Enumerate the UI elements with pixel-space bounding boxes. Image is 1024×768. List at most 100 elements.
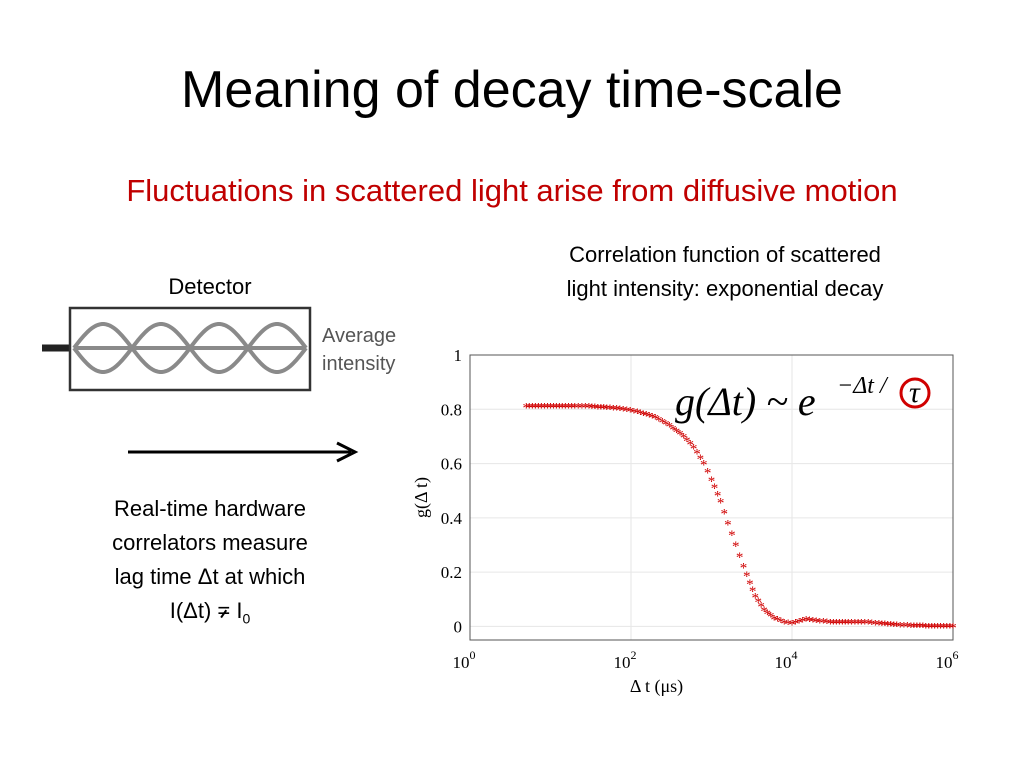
realtime-subscript: 0	[242, 610, 251, 627]
formula-exponent: −Δt /	[837, 373, 889, 399]
data-point: *	[634, 406, 642, 422]
x-tick-exponent: 2	[631, 648, 637, 662]
data-point: *	[884, 618, 892, 634]
data-point: *	[562, 401, 570, 417]
data-point: *	[893, 619, 901, 635]
x-tick-label: 100	[453, 648, 476, 672]
plot-frame	[469, 354, 954, 641]
data-point: *	[913, 620, 921, 636]
data-point: *	[591, 401, 599, 417]
data-point: *	[680, 430, 688, 446]
realtime-line-1: Real-time hardware	[114, 496, 306, 521]
data-point: *	[752, 591, 760, 607]
x-tick-label: 104	[775, 648, 798, 672]
data-point: *	[839, 616, 847, 632]
detector-label: Detector	[168, 274, 252, 299]
data-point: *	[544, 401, 552, 417]
data-point: *	[878, 618, 886, 634]
data-point: *	[666, 420, 674, 436]
data-point: *	[934, 620, 942, 636]
data-point: *	[820, 616, 828, 632]
data-point: *	[651, 411, 659, 427]
data-point: *	[669, 422, 677, 438]
data-point: *	[535, 401, 543, 417]
tau-highlight-circle	[899, 377, 931, 409]
data-point: *	[806, 614, 814, 630]
x-tick-exponent: 4	[792, 648, 798, 662]
data-point: *	[784, 617, 792, 633]
data-point: *	[588, 401, 596, 417]
data-point: *	[673, 425, 681, 441]
detector-diagram: Average intensity	[42, 306, 396, 392]
data-point: *	[585, 401, 593, 417]
data-point: *	[708, 474, 716, 490]
x-tick-exponent: 6	[953, 648, 959, 662]
data-point: *	[931, 620, 939, 636]
data-point: *	[683, 434, 691, 450]
data-point: *	[616, 403, 624, 419]
data-point: *	[875, 618, 883, 634]
data-point: *	[610, 402, 618, 418]
realtime-line-3: lag time Δt at which	[114, 564, 306, 589]
data-point: *	[777, 615, 785, 631]
realtime-line-2: correlators measure	[112, 530, 308, 555]
data-point: *	[676, 428, 684, 444]
x-tick-exponent: 0	[470, 648, 476, 662]
data-point: *	[858, 616, 866, 632]
data-point: *	[823, 616, 831, 632]
slide-title: Meaning of decay time-scale	[181, 61, 843, 119]
data-point: *	[693, 447, 701, 463]
data-point: *	[854, 616, 862, 632]
data-point: *	[925, 620, 933, 636]
correlation-caption-line-1: Correlation function of scattered	[569, 242, 881, 267]
realtime-line-4: I(Δt) = I0	[70, 594, 350, 635]
data-point: *	[754, 595, 762, 611]
data-point: *	[556, 401, 564, 417]
data-point: *	[949, 620, 957, 636]
data-point: *	[842, 616, 850, 632]
data-point: *	[553, 401, 561, 417]
data-point: *	[774, 614, 782, 630]
data-point: *	[690, 441, 698, 457]
data-point: *	[687, 438, 695, 454]
data-point: *	[788, 618, 796, 634]
data-point: *	[897, 619, 905, 635]
data-point: *	[721, 506, 729, 522]
data-point: *	[937, 620, 945, 636]
data-point: *	[746, 577, 754, 593]
data-point: *	[711, 481, 719, 497]
data-point: *	[799, 615, 807, 631]
data-points: ****************************************…	[523, 401, 957, 637]
data-point: *	[578, 401, 586, 417]
x-tick-label: 106	[936, 648, 959, 672]
y-tick-label: 0.8	[441, 400, 462, 419]
data-point: *	[740, 561, 748, 577]
data-point: *	[547, 401, 555, 417]
data-point: *	[704, 466, 712, 482]
y-tick-label: 0.4	[441, 509, 463, 528]
correlation-caption: Correlation function of scattered light …	[510, 238, 940, 306]
data-point: *	[655, 413, 663, 429]
data-point: *	[757, 600, 765, 616]
data-point: *	[940, 620, 948, 636]
y-tick-label: 1	[454, 346, 463, 365]
data-point: *	[922, 620, 930, 636]
data-point: *	[816, 615, 824, 631]
data-point: *	[845, 616, 853, 632]
data-point: *	[526, 401, 534, 417]
data-point: *	[861, 616, 869, 632]
data-point: *	[594, 401, 602, 417]
data-point: *	[550, 401, 558, 417]
data-point: *	[582, 401, 590, 417]
detector-legend-line-2: intensity	[322, 353, 395, 375]
data-point: *	[872, 617, 880, 633]
data-point: *	[919, 620, 927, 636]
data-point: *	[836, 616, 844, 632]
data-point: *	[928, 620, 936, 636]
data-point: *	[910, 620, 918, 636]
data-point: *	[575, 401, 583, 417]
data-point: *	[523, 401, 531, 417]
data-point: *	[732, 539, 740, 555]
data-point: *	[627, 405, 635, 421]
